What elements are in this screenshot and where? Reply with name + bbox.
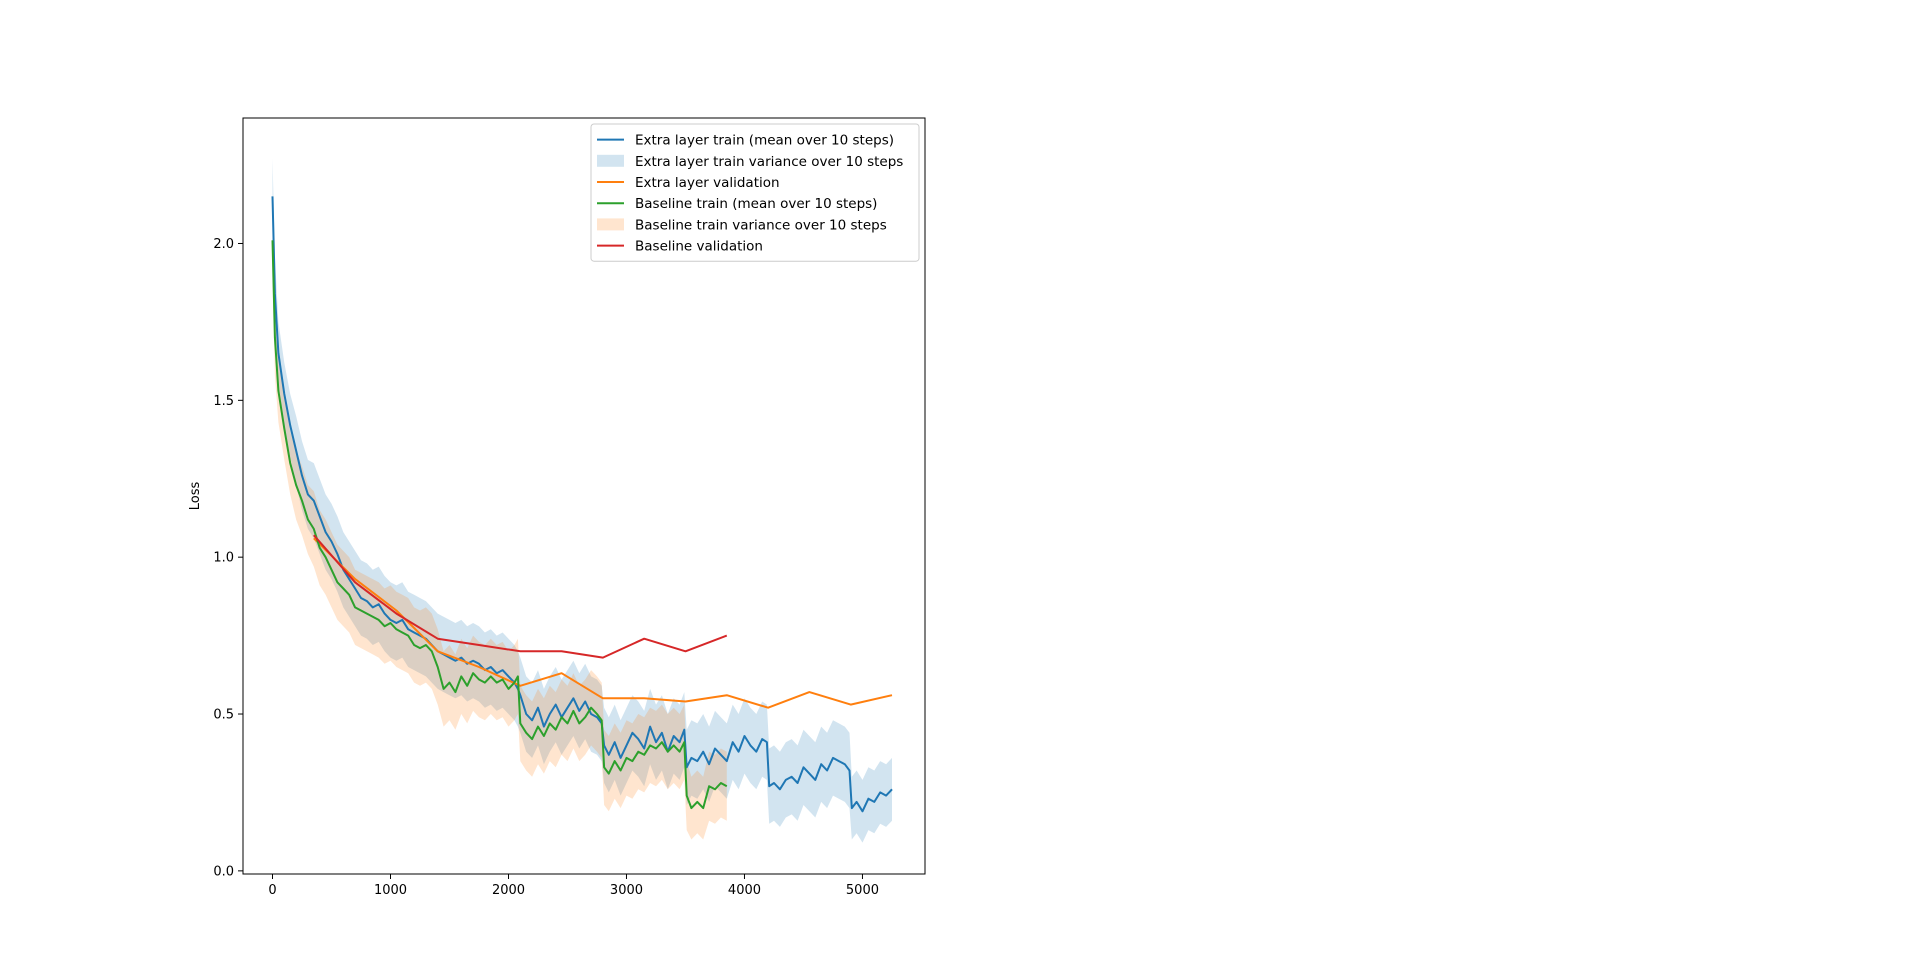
legend-label: Extra layer validation [635, 175, 780, 191]
legend-label: Baseline train (mean over 10 steps) [635, 196, 877, 212]
variance-band-1 [272, 158, 892, 843]
legend-box [590, 123, 920, 262]
legend-swatch [597, 218, 624, 231]
y-tick-label: 1.5 [213, 394, 234, 409]
variance-band-4 [272, 202, 727, 840]
x-tick-label: 5000 [846, 883, 879, 898]
series-line-5 [313, 534, 728, 659]
legend: Extra layer train (mean over 10 steps) Ex… [590, 123, 920, 262]
axes-frame [242, 117, 926, 875]
series-line-3 [271, 240, 728, 810]
y-tick-label: 0.5 [213, 708, 234, 723]
x-tick-label: 2000 [492, 883, 525, 898]
legend-label: Extra layer train (mean over 10 steps) [635, 133, 894, 149]
y-axis-label: Loss [188, 482, 203, 511]
y-tick-label: 1.0 [213, 551, 234, 566]
x-tick-label: 4000 [728, 883, 761, 898]
x-tick-label: 1000 [374, 883, 407, 898]
y-tick-label: 0.0 [213, 864, 234, 879]
legend-label: Baseline train variance over 10 steps [635, 217, 887, 233]
series-line-0 [271, 196, 893, 813]
legend-label: Baseline validation [635, 239, 763, 255]
legend-label: Extra layer train variance over 10 steps [635, 154, 903, 170]
variance-bands [272, 158, 892, 843]
x-axis: 0 1000 2000 3000 4000 5000 [268, 874, 879, 898]
series-line-2 [313, 537, 893, 709]
x-tick-label: 0 [268, 883, 276, 898]
plot-area [242, 117, 926, 875]
series-lines [271, 196, 893, 813]
legend-swatch [597, 154, 624, 167]
x-tick-label: 3000 [610, 883, 643, 898]
y-tick-label: 2.0 [213, 237, 234, 252]
y-axis: 0.0 0.5 1.0 1.5 2.0 [213, 237, 243, 879]
